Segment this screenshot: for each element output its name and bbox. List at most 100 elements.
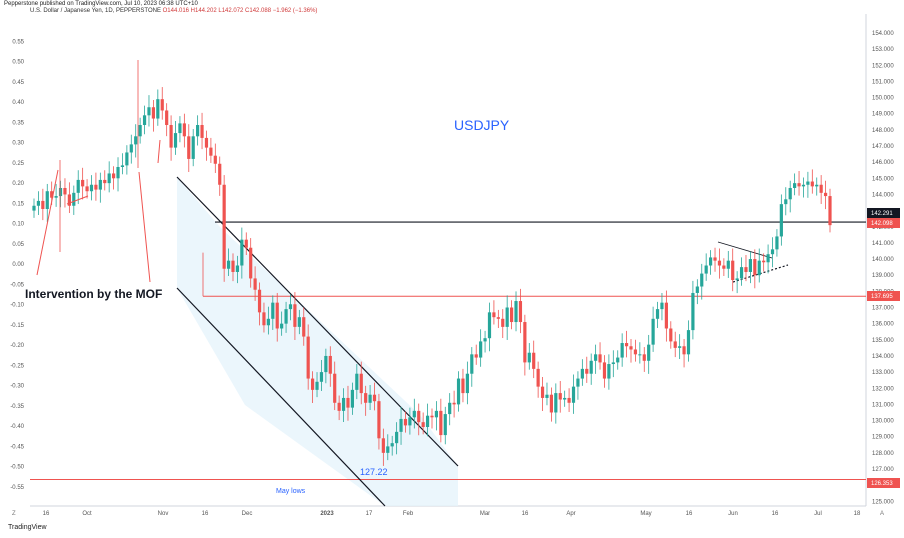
candle-body [120,165,125,167]
right-axis-tick: 135.000 [872,338,894,344]
annotation-low: 127.22 [360,467,388,477]
candle-body [682,346,686,355]
candle-body [319,372,324,382]
right-axis-tick: 150.000 [872,96,894,102]
candle-body [660,302,664,310]
candle-body [395,431,399,444]
candles-group [32,87,832,466]
candle-body [448,402,452,415]
candle-body [341,397,346,411]
candle-body [408,417,412,426]
candle-body [244,239,248,248]
candle-body [350,389,354,408]
candle-body [501,318,505,327]
left-axis-tick: -0.15 [10,323,24,329]
candle-body [160,99,164,111]
price-label: 137.695 [871,294,893,300]
candle-body [50,191,54,198]
candle-body [147,107,151,116]
candle-body [297,317,301,327]
candle-body [461,378,465,394]
left-axis-tick: 0.10 [12,222,24,228]
candle-body [204,137,209,148]
candle-body [107,173,111,184]
candle-body [474,354,478,358]
right-axis-tick: 129.000 [872,435,894,441]
price-label: 142.098 [871,221,893,227]
candle-body [240,239,244,266]
candle-body [523,322,527,363]
price-label: 126.353 [871,481,893,487]
left-axis-tick: 0.50 [12,60,24,66]
candle-body [810,181,814,187]
candle-body [311,378,315,390]
annotation-may-lows: May lows [276,488,306,495]
left-axis-tick: 0.20 [12,181,24,187]
candle-body [823,192,828,197]
chart-title: USDJPY [454,117,510,133]
candle-body [487,312,492,339]
candle-body [828,196,832,226]
candle-body [430,415,434,418]
candle-body [695,286,699,293]
candle-body [58,187,63,197]
candle-body [456,378,461,405]
left-axis-tick: 0.35 [12,120,24,126]
candle-body [624,343,629,347]
candle-body [182,123,186,137]
candle-body [275,302,279,329]
candle-body [620,343,624,358]
candle-body [94,184,98,190]
candle-body [647,344,651,361]
right-axis-tick: 145.000 [872,176,894,182]
left-axis-tick: -0.05 [10,282,24,288]
candle-body [112,173,116,179]
candle-body [45,191,49,209]
candle-body [594,354,598,361]
candle-body [306,336,310,379]
candle-body [496,317,500,319]
candle-body [554,393,558,413]
left-axis-tick: 0.05 [12,242,24,248]
candle-body [337,402,341,411]
candle-body [518,301,523,323]
candle-body [766,254,770,263]
candle-body [616,357,620,363]
candle-body [558,393,562,400]
zoom-icon: Z [12,511,16,517]
candle-body [302,317,306,337]
candle-body [328,355,332,374]
x-axis-label: 18 [854,511,861,517]
candle-body [691,292,695,331]
x-axis-label: 16 [686,511,693,517]
channel-fill [177,177,458,506]
candle-body [629,346,633,350]
candle-body [655,309,660,319]
price-label-bg [867,208,900,218]
candle-body [76,179,80,193]
candle-body [434,410,439,418]
tradingview-logo[interactable]: TradingView [8,524,47,531]
right-axis-tick: 154.000 [872,31,894,37]
candle-body [368,394,372,403]
right-axis-tick: 148.000 [872,128,894,134]
candle-body [536,368,540,387]
left-axis-tick: 0.45 [12,80,24,86]
candle-body [775,236,779,250]
candle-body [67,194,71,206]
candle-body [421,422,425,428]
candle-body [753,259,757,276]
x-axis-label: 16 [772,511,779,517]
published-text: Pepperstone published on TradingView.com… [4,1,198,7]
candle-body [116,166,120,179]
candle-body [673,341,677,348]
candle-body [364,393,368,403]
ohlc-values: O144.016 H144.202 L142.072 C142.088 −1.9… [162,8,318,14]
candle-body [293,304,297,327]
candle-body [638,354,642,356]
candle-body [709,257,713,266]
candle-body [602,362,607,379]
candle-body [271,302,275,319]
candle-body [470,354,474,374]
